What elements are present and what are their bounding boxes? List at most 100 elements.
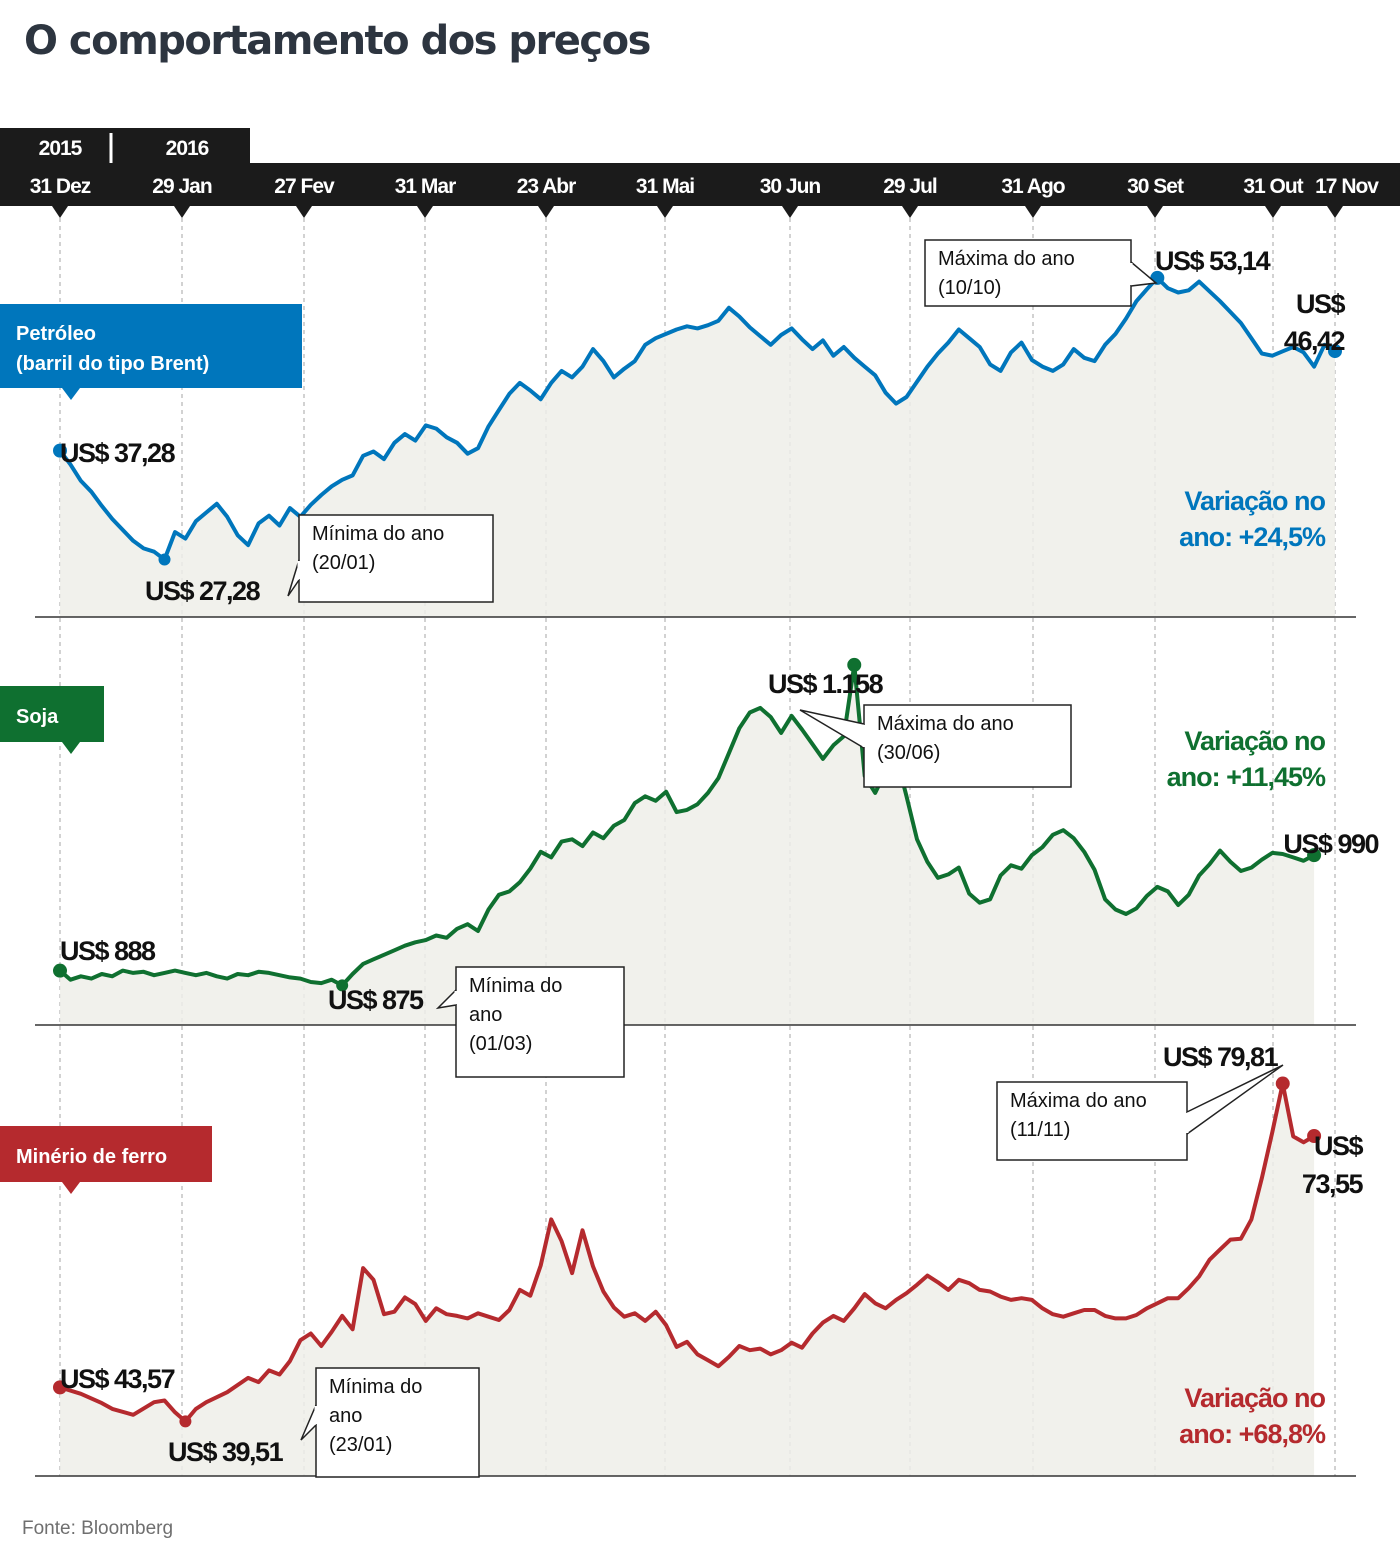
minerio-max-note-text: (11/11) (1010, 1119, 1070, 1141)
year-label-2016: 2016 (166, 137, 209, 160)
soja-area (60, 664, 1315, 1025)
x-tick-label: 17 Nov (1315, 175, 1379, 198)
tick-pointer (782, 206, 798, 218)
petroleo-tag-pointer (62, 388, 80, 400)
soja-tag-label: Soja (16, 706, 59, 728)
tick-pointer (417, 206, 433, 218)
minerio-end-point (1307, 1129, 1322, 1144)
petroleo-variation: Variação no (1184, 486, 1325, 516)
petroleo-min-note-text: (20/01) (312, 552, 375, 574)
soja-tag-pointer (62, 742, 80, 754)
panel-minerio: Minério de ferro US$ 43,57 US$ 79,81 US$ 39… (0, 1042, 1365, 1478)
soja-tag (0, 686, 104, 742)
x-tick-label: 27 Fev (274, 175, 335, 198)
soja-variation: Variação no (1184, 726, 1325, 756)
minerio-start-label: US$ 43,57 (60, 1364, 175, 1394)
minerio-min-note-text: Mínima do (329, 1376, 422, 1398)
x-tick-label: 30 Jun (760, 175, 821, 198)
soja-variation: ano: +11,45% (1167, 762, 1326, 792)
petroleo-max-note-text: (10/10) (938, 277, 1001, 299)
petroleo-end-label: US$ (1296, 289, 1346, 319)
minerio-series-line (58, 1081, 1317, 1424)
petroleo-min-note-pointer (287, 559, 300, 597)
tick-pointer (1265, 206, 1281, 218)
x-tick-label: 31 Out (1243, 175, 1303, 198)
soja-max-label: US$ 1.158 (768, 669, 884, 699)
soja-min-label: US$ 875 (328, 985, 424, 1015)
minerio-max-note-text: Máxima do ano (1010, 1090, 1147, 1112)
tick-pointer (902, 206, 918, 218)
minerio-max-note-pointer (1186, 1064, 1284, 1135)
minerio-variation: Variação no (1184, 1383, 1325, 1413)
petroleo-series-line (58, 275, 1337, 562)
soja-end-label: US$ 990 (1283, 829, 1378, 859)
soja-min-note-box (455, 966, 625, 1078)
minerio-min-note-pointer (300, 1404, 317, 1441)
petroleo-min-note-box (298, 514, 494, 603)
soja-max-note-pointer (799, 709, 865, 749)
minerio-min-note-text: ano (329, 1405, 362, 1427)
minerio-end-label: US$ (1314, 1131, 1364, 1161)
petroleo-min-note-text: Mínima do ano (312, 523, 444, 545)
x-tick-label: 31 Ago (1001, 175, 1064, 198)
soja-max-point (847, 657, 862, 672)
minerio-min-point (179, 1415, 192, 1428)
petroleo-end-point (1328, 344, 1342, 359)
petroleo-max-note-box (924, 239, 1132, 307)
tick-pointer (1327, 206, 1343, 218)
soja-end-point (1307, 848, 1322, 863)
x-tick-label: 23 Abr (517, 175, 576, 198)
panel-petroleo: Petróleo (barril do tipo Brent) US$ 37,28 U… (0, 239, 1356, 618)
soja-min-point (336, 979, 349, 992)
minerio-variation: ano: +68,8% (1179, 1419, 1326, 1449)
minerio-min-note-text: (23/01) (329, 1434, 392, 1456)
minerio-max-label: US$ 79,81 (1163, 1042, 1279, 1072)
tick-pointer (1147, 206, 1163, 218)
x-tick-label: 31 Mai (636, 175, 694, 198)
tick-pointer (174, 206, 190, 218)
tick-pointer (538, 206, 554, 218)
tick-pointer (657, 206, 673, 218)
chart-title: O comportamento dos preços (24, 18, 651, 64)
soja-series-line (58, 662, 1317, 988)
soja-min-note-text: ano (469, 1004, 502, 1026)
date-bar (0, 163, 1400, 206)
petroleo-end-label: 46,42 (1284, 326, 1345, 356)
date-axis-header: 2015 2016 31 Dez 29 Jan 27 Fev 31 Mar 23 Abr 31… (0, 128, 1400, 218)
year-bar (0, 128, 250, 164)
commodity-price-chart: 2015 2016 31 Dez 29 Jan 27 Fev 31 Mar 23 Abr 31… (0, 128, 1400, 1478)
x-tick-label: 31 Mar (395, 175, 456, 198)
petroleo-min-point (158, 553, 171, 566)
x-tick-label: 31 Dez (30, 175, 91, 198)
tick-pointer (296, 206, 312, 218)
minerio-max-note-box (996, 1081, 1188, 1161)
minerio-tag-label: Minério de ferro (16, 1146, 167, 1168)
source-note: Fonte: Bloomberg (22, 1518, 174, 1539)
soja-start-label: US$ 888 (60, 936, 156, 966)
soja-start-point (53, 963, 67, 978)
petroleo-max-note-pointer (1130, 261, 1158, 287)
panels: Petróleo (barril do tipo Brent) US$ 37,28 U… (0, 239, 1380, 1478)
minerio-max-point (1275, 1076, 1290, 1091)
soja-min-note-text: (01/03) (469, 1033, 532, 1055)
panel-soja: Soja US$ 888 US$ 1.158 US$ 875 US$ 990 Variaç… (0, 657, 1380, 1078)
minerio-min-label: US$ 39,51 (168, 1437, 284, 1467)
minerio-start-point (53, 1380, 67, 1395)
petroleo-min-label: US$ 27,28 (145, 576, 261, 606)
soja-min-note-pointer (435, 989, 457, 1010)
soja-max-note-text: (30/06) (877, 742, 940, 764)
soja-max-note-text: Máxima do ano (877, 713, 1014, 735)
x-tick-label: 29 Jan (152, 175, 212, 198)
petroleo-variation: ano: +24,5% (1179, 522, 1326, 552)
petroleo-start-label: US$ 37,28 (60, 438, 176, 468)
minerio-tag (0, 1126, 212, 1182)
petroleo-start-point (53, 443, 67, 458)
minerio-tag-pointer (62, 1182, 80, 1194)
minerio-min-note-box (315, 1367, 480, 1478)
minerio-end-label: 73,55 (1302, 1169, 1364, 1199)
tick-pointer (1025, 206, 1041, 218)
tick-pointer (52, 206, 68, 218)
petroleo-max-label: US$ 53,14 (1155, 246, 1271, 276)
petroleo-tag-label: (barril do tipo Brent) (16, 353, 209, 375)
soja-min-note-text: Mínima do (469, 975, 562, 997)
